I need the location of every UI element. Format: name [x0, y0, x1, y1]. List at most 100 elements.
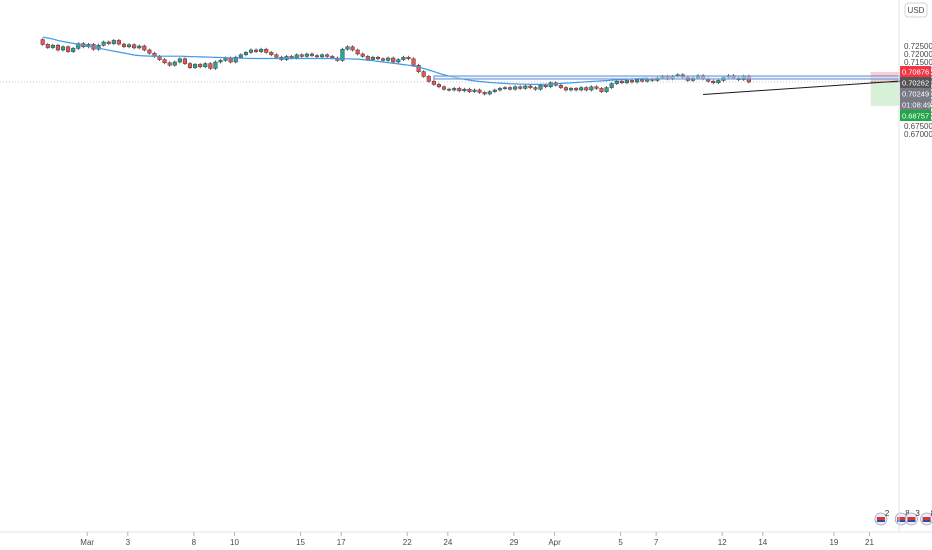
candle-body	[497, 88, 502, 91]
candle-body	[426, 76, 431, 82]
y-tick-label: 0.67500	[904, 122, 932, 131]
candle-body	[375, 56, 381, 60]
candle-body	[106, 41, 111, 44]
candle-body	[248, 49, 254, 53]
x-tick-label: 22	[403, 538, 412, 547]
event-flag-icon[interactable]: 8	[894, 509, 910, 526]
candle-body	[264, 48, 269, 53]
candle-body	[640, 79, 645, 82]
candle-body	[584, 87, 589, 91]
event-flag-icon[interactable]: 2	[874, 509, 890, 526]
x-tick-labels: Mar38101517222429Apr571214192126	[80, 532, 874, 547]
event-flag-icon[interactable]: 3	[904, 509, 920, 526]
candle-body	[370, 56, 375, 60]
candle-body	[538, 84, 543, 90]
candle-body	[314, 55, 320, 58]
price-label: 01:08:49	[902, 100, 931, 109]
candle-body	[218, 60, 223, 63]
candle-body	[40, 39, 45, 45]
resistance-zone	[433, 75, 932, 80]
event-count: 3	[915, 509, 920, 518]
candle-body	[528, 85, 533, 88]
candle-body	[711, 80, 716, 84]
price-label-bg	[900, 65, 931, 77]
x-tick-label: 29	[509, 538, 518, 547]
candle-body	[462, 88, 467, 92]
y-tick-label: 0.72500	[904, 42, 932, 51]
price-labels: 0.70876 0.70262 0.70249 01:08:49 0.68757	[900, 65, 931, 121]
candle-body	[309, 53, 314, 56]
candle-body	[396, 59, 401, 63]
candle-body	[213, 61, 218, 69]
candle-body	[198, 64, 203, 68]
candle-body	[147, 49, 152, 54]
candle-body	[193, 64, 198, 68]
event-count: 8	[905, 509, 910, 518]
candle-body	[563, 87, 568, 91]
trendline	[703, 78, 932, 95]
candle-body	[441, 86, 447, 90]
candle-body	[223, 57, 228, 61]
candle-body	[157, 56, 162, 60]
candle-body	[579, 87, 584, 91]
candle-body	[162, 59, 167, 64]
flag-stripe	[922, 517, 931, 520]
candle-body	[381, 58, 386, 61]
candle-body	[66, 46, 71, 52]
candle-body	[594, 86, 599, 89]
candle-body	[472, 89, 477, 92]
candle-body	[320, 54, 325, 58]
moving-average	[42, 36, 648, 86]
price-label-bg	[900, 109, 931, 121]
candle-body	[411, 58, 416, 66]
candle-body	[121, 43, 127, 48]
x-tick-label: 7	[654, 538, 659, 547]
candle-body	[513, 86, 518, 90]
price-label: 0.70249	[902, 89, 929, 98]
candle-body	[233, 56, 238, 63]
flag-stripe	[907, 520, 916, 522]
candle-body	[345, 46, 350, 50]
candle-body	[294, 54, 299, 59]
y-tick-label: 0.72000	[904, 50, 932, 59]
candle-body	[457, 88, 462, 92]
candle-body	[604, 87, 609, 92]
flag-stripe	[897, 520, 906, 522]
y-tick-label: 0.71500	[904, 58, 932, 67]
event-count: 8	[931, 509, 932, 518]
candle-body	[243, 52, 248, 56]
candle-body	[487, 91, 492, 95]
drawings	[433, 75, 932, 95]
flag-stripe	[876, 517, 885, 520]
x-tick-label: Mar	[80, 538, 94, 547]
candle-body	[482, 92, 487, 95]
candle-body	[416, 64, 421, 72]
candle-body	[116, 40, 121, 45]
candle-body	[269, 52, 274, 56]
candle-body	[716, 80, 721, 84]
candle-body	[492, 89, 497, 92]
candle-body	[533, 87, 538, 90]
currency-badge[interactable]: USD	[904, 2, 928, 18]
candle-body	[629, 80, 635, 83]
candle-body	[391, 57, 396, 63]
x-tick-label: 24	[443, 538, 452, 547]
candle-body	[132, 44, 137, 49]
event-icons[interactable]: 283831	[874, 509, 932, 526]
price-axis[interactable]: 0.725000.720000.715000.710000.705000.700…	[898, 0, 932, 532]
event-flag-icon[interactable]: 8	[920, 509, 932, 526]
candles	[40, 38, 751, 96]
candle-body	[340, 48, 345, 61]
candle-body	[208, 63, 213, 69]
plot-area[interactable]: 283831	[0, 36, 932, 526]
price-label-bg	[900, 98, 931, 110]
candle-body	[452, 88, 457, 91]
x-tick-label: 14	[758, 538, 767, 547]
flag-stripe	[907, 517, 916, 520]
x-tick-label: 10	[230, 538, 239, 547]
flag-stripe	[897, 517, 906, 520]
time-axis[interactable]: Mar38101517222429Apr571214192126	[0, 531, 932, 547]
candle-body	[289, 56, 294, 59]
candle-body	[543, 84, 548, 88]
